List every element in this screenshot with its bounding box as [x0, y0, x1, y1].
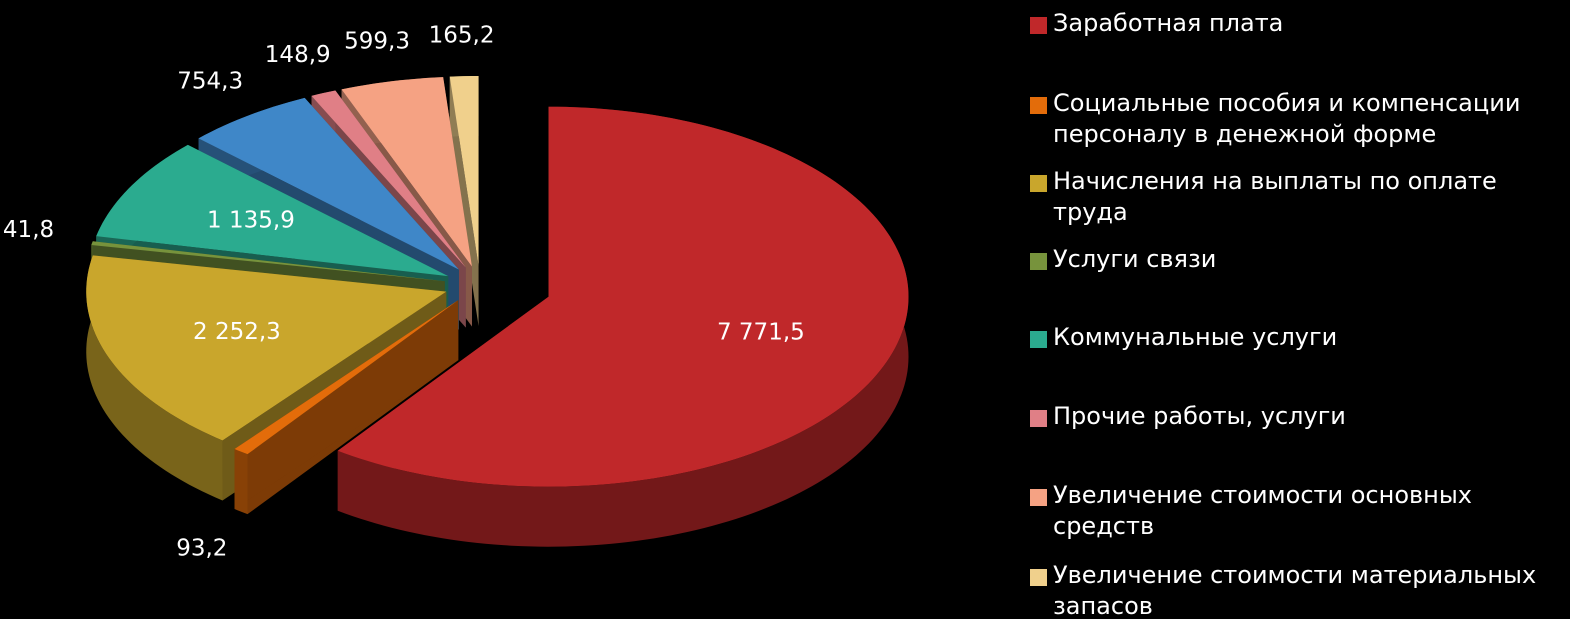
- legend-item: Прочие работы, услуги: [1028, 401, 1568, 432]
- data-label: 7 771,5: [717, 319, 805, 345]
- legend-label: Начисления на выплаты по оплате труда: [1053, 167, 1497, 226]
- legend-item: Заработная плата: [1028, 8, 1568, 39]
- slice-top: [91, 241, 445, 282]
- data-label: 93,2: [176, 535, 227, 561]
- legend-label: Заработная плата: [1053, 9, 1284, 37]
- legend-swatch: [1030, 97, 1047, 114]
- data-label: 148,9: [265, 42, 331, 68]
- data-label: 2 252,3: [193, 319, 281, 345]
- slice-side: [234, 449, 248, 515]
- data-label: 41,8: [3, 217, 54, 243]
- legend-item: Социальные пособия и компенсации персона…: [1028, 88, 1568, 150]
- legend-label: Социальные пособия и компенсации персона…: [1053, 89, 1521, 148]
- legend-swatch: [1030, 17, 1047, 34]
- slice: [337, 106, 909, 547]
- slice-top: [311, 90, 466, 268]
- data-label: 1 135,9: [207, 207, 295, 233]
- slice-top: [96, 144, 449, 277]
- slice-side: [337, 106, 909, 547]
- slice-wall: [234, 300, 459, 510]
- data-label: 599,3: [344, 28, 410, 54]
- legend-item: Начисления на выплаты по оплате труда: [1028, 166, 1568, 228]
- legend-swatch: [1030, 331, 1047, 348]
- slice-side: [86, 255, 223, 501]
- data-label: 754,3: [177, 68, 243, 94]
- legend-item: Услуги связи: [1028, 244, 1568, 275]
- legend-label: Прочие работы, услуги: [1053, 402, 1346, 430]
- slice-top: [198, 97, 459, 270]
- slice-top: [449, 76, 479, 267]
- legend-swatch: [1030, 489, 1047, 506]
- slice-top: [86, 255, 447, 441]
- slice: [234, 300, 459, 515]
- slice-top: [234, 300, 459, 455]
- legend-swatch: [1030, 410, 1047, 427]
- legend-item: Коммунальные услуги: [1028, 322, 1568, 353]
- chart: 7 771,5 93,2 2 252,3 41,8 1 135,9 754,3 148,9 5…: [3, 22, 909, 561]
- legend-item: Увеличение стоимости материальных запасо…: [1028, 560, 1568, 619]
- legend-swatch: [1030, 569, 1047, 586]
- slice-top: [341, 77, 472, 267]
- legend-swatch: [1030, 253, 1047, 270]
- legend-label: Увеличение стоимости материальных запасо…: [1053, 561, 1537, 619]
- legend-label: Коммунальные услуги: [1053, 323, 1338, 351]
- slice-top: [337, 106, 909, 487]
- legend-item: Увеличение стоимости основных средств: [1028, 480, 1568, 542]
- legend-swatch: [1030, 175, 1047, 192]
- legend-label: Услуги связи: [1053, 245, 1217, 273]
- legend-label: Увеличение стоимости основных средств: [1053, 481, 1472, 540]
- data-label: 165,2: [429, 22, 495, 48]
